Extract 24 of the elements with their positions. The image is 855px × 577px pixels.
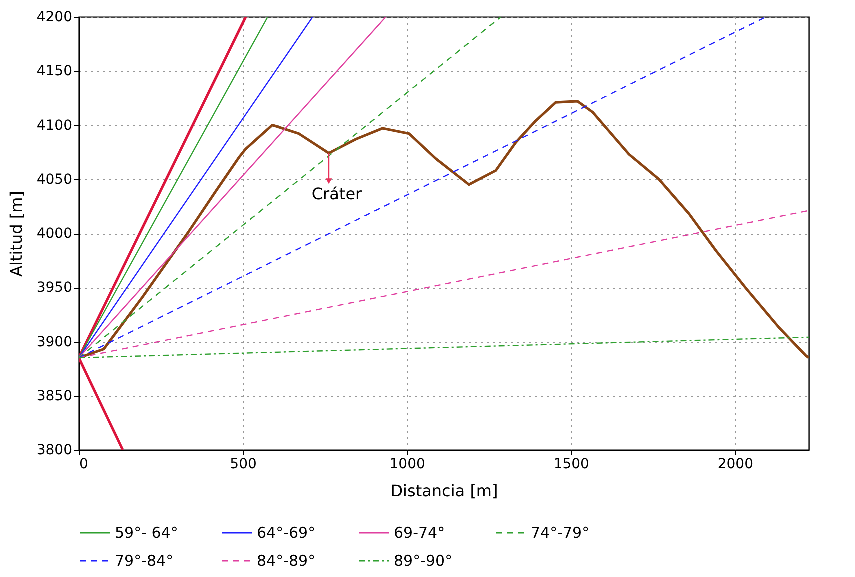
y-tick-label: 3900 <box>36 334 72 350</box>
x-tick-label: 2000 <box>718 456 754 472</box>
y-tick-label: 4000 <box>36 226 72 242</box>
x-tick-label: 1500 <box>554 456 590 472</box>
x-tick-label: 500 <box>230 456 257 472</box>
legend-label: 84°-89° <box>257 552 316 570</box>
y-tick-label: 3850 <box>36 388 72 404</box>
y-tick-label: 4100 <box>36 118 72 134</box>
y-tick-label: 3800 <box>36 442 72 458</box>
y-tick-label: 4150 <box>36 64 72 80</box>
y-tick-label: 4050 <box>36 172 72 188</box>
annotation: Cráter <box>312 184 363 204</box>
legend-label: 64°-69° <box>257 524 316 542</box>
x-tick-label: 0 <box>80 456 88 472</box>
legend-label: 74°-79° <box>531 524 590 542</box>
legend-label: 69-74° <box>394 524 446 542</box>
legend-label: 89°-90° <box>394 552 453 570</box>
legend-label: 79°-84° <box>115 552 174 570</box>
y-tick-label: 3950 <box>36 280 72 296</box>
y-axis-title: Altitud [m] <box>6 191 26 277</box>
legend-label: 59°- 64° <box>115 524 178 542</box>
y-tick-label: 4200 <box>36 10 72 26</box>
x-tick-label: 1000 <box>390 456 426 472</box>
x-axis-title: Distancia [m] <box>390 482 498 500</box>
